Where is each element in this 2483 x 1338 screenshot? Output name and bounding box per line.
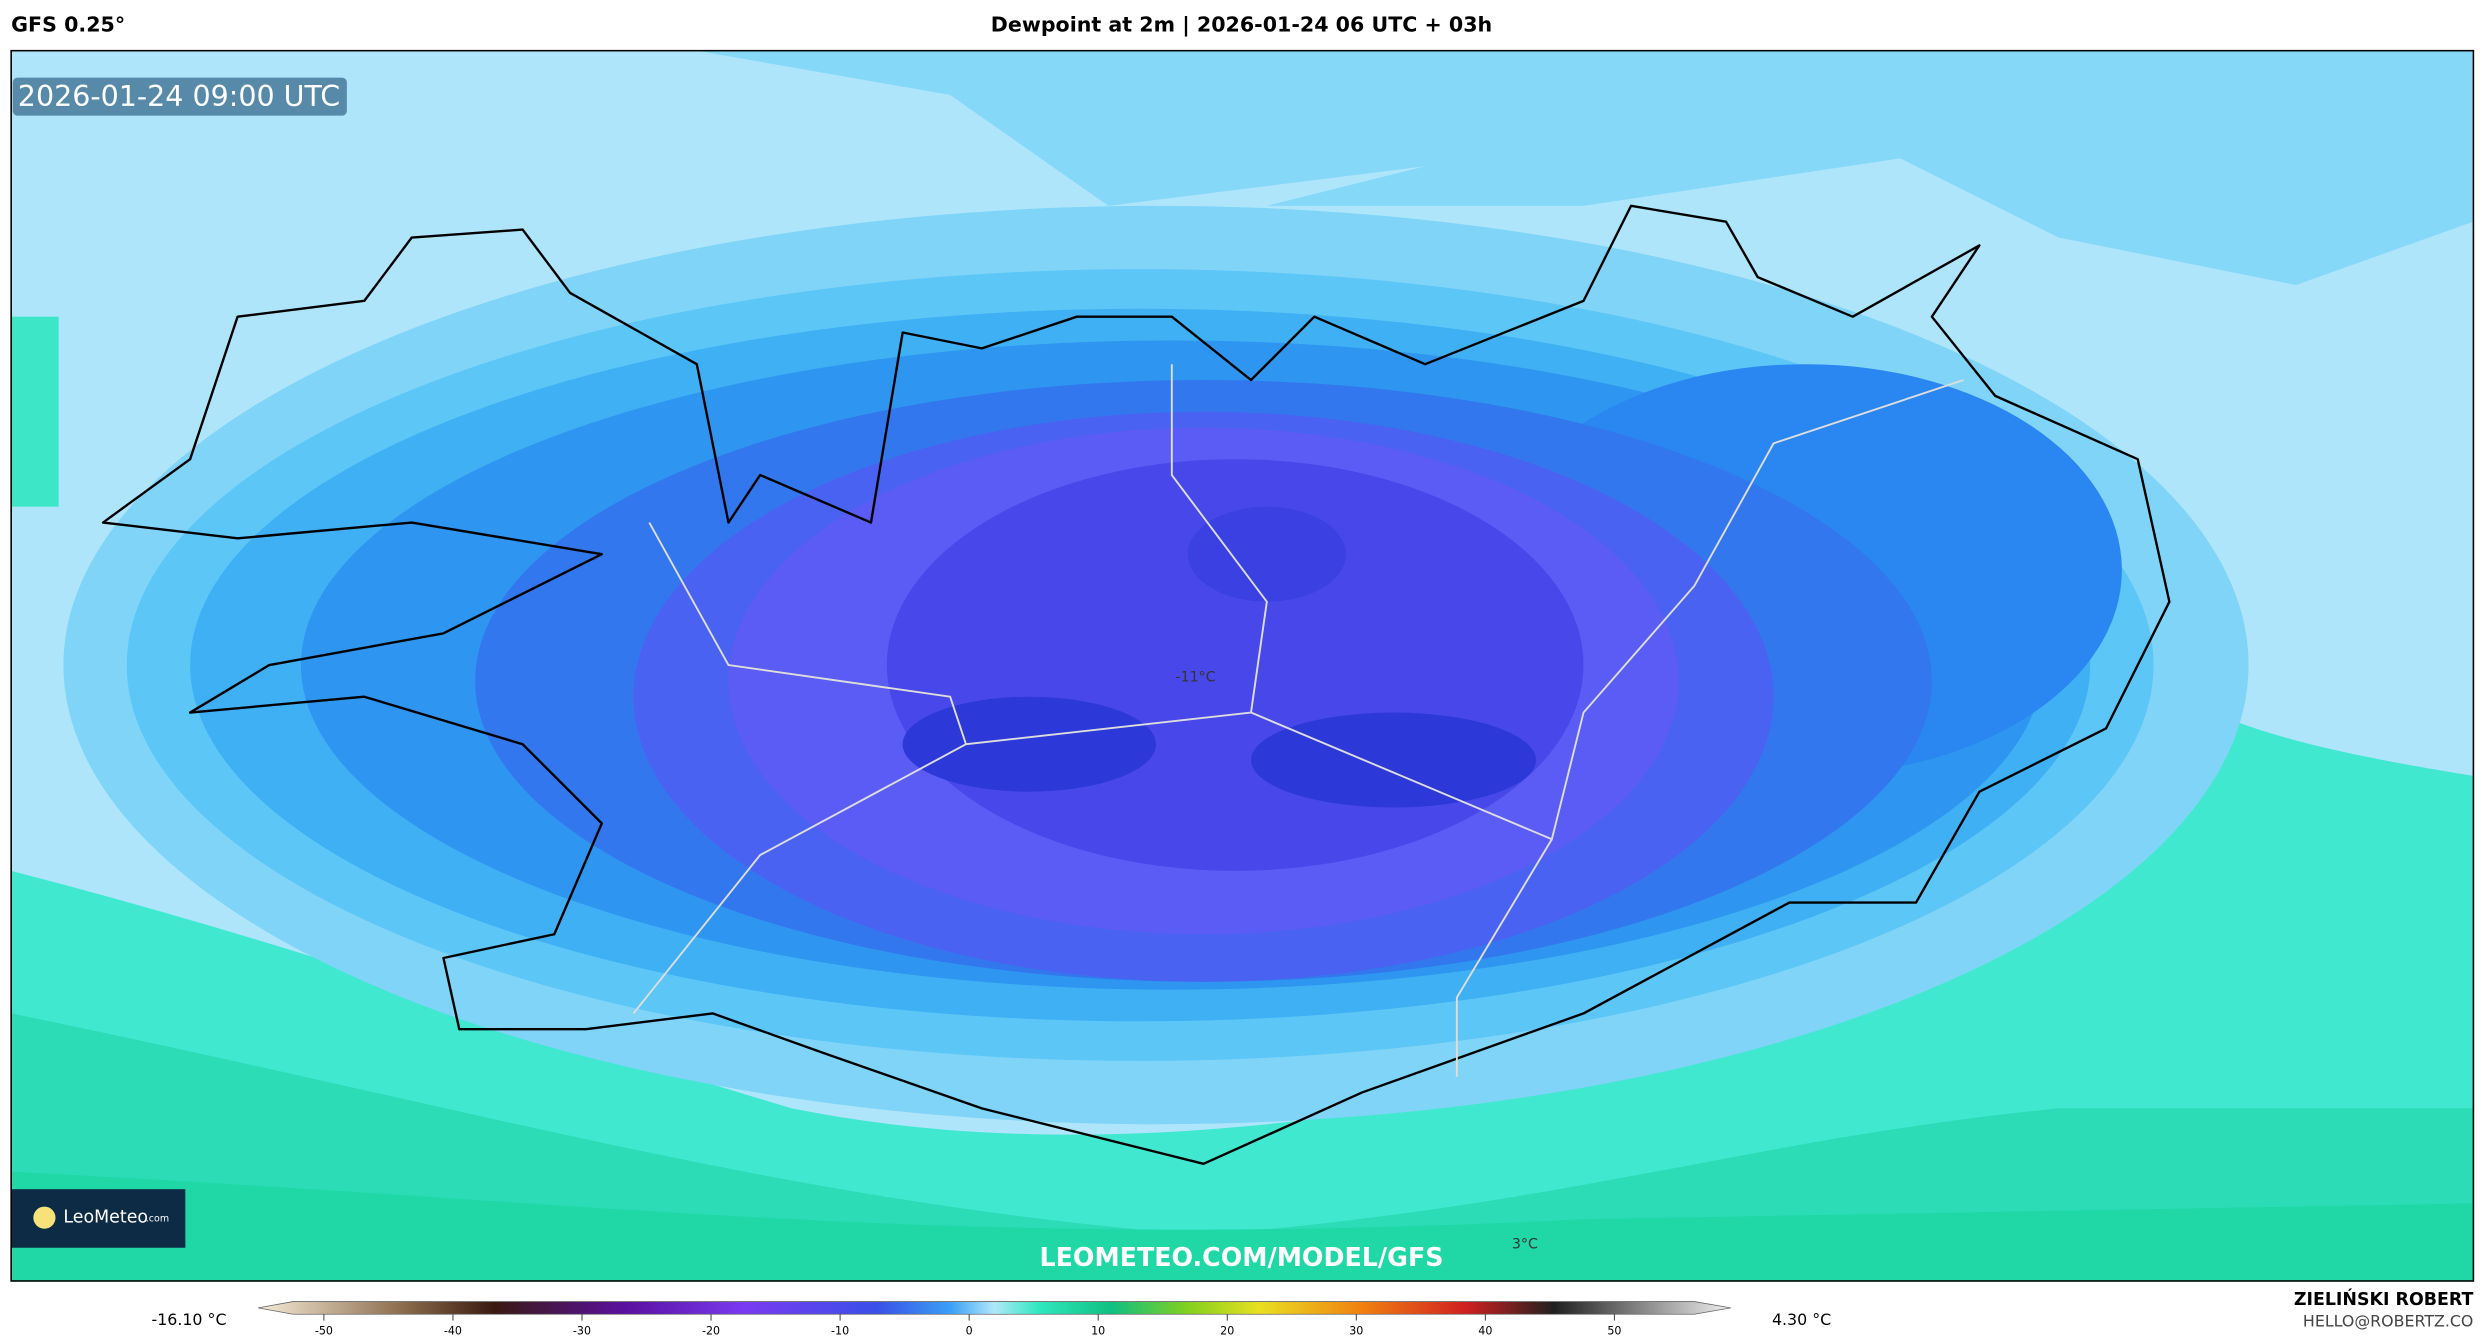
map-area: 2026-01-24 09:00 UTC -11°C 3°C LEOMETEO.… bbox=[11, 50, 2474, 1281]
colorbar-tick-label: 50 bbox=[1607, 1325, 1621, 1338]
author: ZIELIŃSKI ROBERT bbox=[2294, 1288, 2474, 1310]
colorbar-tick-label: 40 bbox=[1478, 1325, 1492, 1338]
field-label: 3°C bbox=[1512, 1237, 1538, 1253]
colorbar-tick-label: 0 bbox=[966, 1325, 973, 1338]
colorbar-tick-label: -10 bbox=[831, 1325, 849, 1338]
colorbar-min: -16.10 °C bbox=[151, 1310, 226, 1329]
field-level bbox=[1251, 712, 1537, 808]
logo-sun bbox=[33, 1206, 56, 1229]
field-level bbox=[902, 696, 1156, 792]
map-title: Dewpoint at 2m | 2026-01-24 06 UTC + 03h bbox=[991, 12, 1492, 37]
model-name: GFS 0.25° bbox=[11, 12, 125, 36]
roads bbox=[632, 364, 1964, 1077]
colorbar-tick-label: 10 bbox=[1091, 1325, 1105, 1338]
colorbar-bar bbox=[258, 1301, 1731, 1315]
map-frame bbox=[10, 49, 2475, 1282]
field-edge bbox=[11, 316, 59, 507]
field-label: -11°C bbox=[1175, 670, 1215, 686]
email: HELLO@ROBERTZ.CO bbox=[2303, 1312, 2473, 1331]
field-level bbox=[1187, 506, 1347, 602]
colorbar-tick-label: 20 bbox=[1220, 1325, 1234, 1338]
logo-name: LeoMeteo bbox=[63, 1208, 148, 1228]
coastline bbox=[101, 204, 2171, 1166]
colorbar-tick-label: -50 bbox=[315, 1325, 333, 1338]
watermark: LEOMETEO.COM/MODEL/GFS bbox=[1039, 1242, 1443, 1272]
colorbar-tick-label: -40 bbox=[444, 1325, 462, 1338]
logo-suffix: .com bbox=[146, 1214, 169, 1225]
colorbar-tick-label: 30 bbox=[1349, 1325, 1363, 1338]
colorbar-max: 4.30 °C bbox=[1772, 1310, 1831, 1329]
field-band bbox=[696, 50, 2474, 286]
field-ocean-darker bbox=[11, 1171, 2474, 1281]
time-box bbox=[12, 77, 347, 116]
colorbar-tick-label: -20 bbox=[702, 1325, 720, 1338]
valid-time: 2026-01-24 09:00 UTC bbox=[18, 80, 340, 113]
colorbar-tick-label: -30 bbox=[573, 1325, 591, 1338]
colorbar: -16.10 °C 4.30 °C -50 -40 -30 -20 -10 0 10 20 30… bbox=[151, 1301, 1831, 1338]
